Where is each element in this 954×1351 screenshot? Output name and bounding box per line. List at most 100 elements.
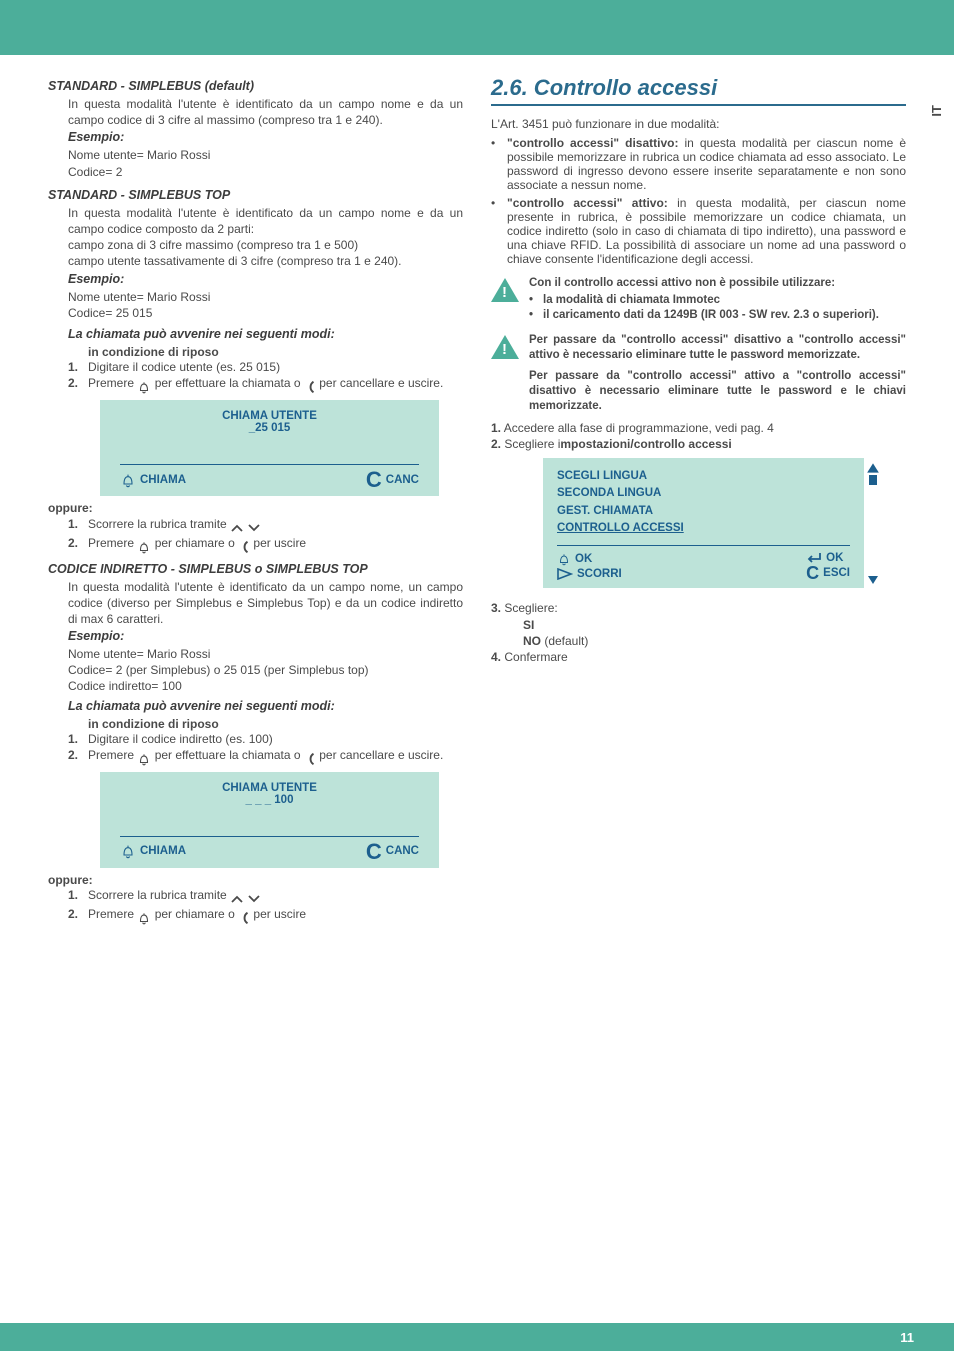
bell-icon xyxy=(137,751,151,766)
steps-1: 1.Digitare il codice utente (es. 25 015)… xyxy=(68,360,463,394)
option-no: NO (default) xyxy=(523,633,906,649)
lcd-menu-screen: SCEGLI LINGUA SECONDA LINGUA GEST. CHIAM… xyxy=(543,458,882,588)
step3-text: Digitare il codice indiretto (es. 100) xyxy=(88,732,273,746)
example-3-line1: Nome utente= Mario Rossi xyxy=(68,646,463,662)
page-number: 11 xyxy=(900,1330,914,1345)
example-3-line3: Codice indiretto= 100 xyxy=(68,678,463,694)
footer-bar: 11 xyxy=(0,1323,954,1351)
bell-icon xyxy=(120,472,136,488)
para-indirect: In questa modalità l'utente è identifica… xyxy=(68,579,463,628)
condition-idle-2: in condizione di riposo xyxy=(88,716,463,732)
lcd-screen-2: CHIAMA UTENTE _ _ _ 100 CHIAMA C CANC xyxy=(100,772,439,869)
warn1-item1: la modalità di chiamata Immotec xyxy=(543,293,720,308)
step2-text: Premere per effettuare la chiamata o per… xyxy=(88,376,443,394)
chevron-up-icon xyxy=(230,891,244,905)
c-icon: C xyxy=(366,471,382,489)
mode-attivo: "controllo accessi" attivo: in questa mo… xyxy=(507,196,906,266)
warning-2-text: Per passare da "controllo accessi" disat… xyxy=(529,333,906,363)
step-call-2: Premere per chiamare o per uscire xyxy=(88,907,306,925)
step1-text: Digitare il codice utente (es. 25 015) xyxy=(88,360,280,374)
para-std-simplebus: In questa modalità l'utente è identifica… xyxy=(68,96,463,128)
scroll-down-icon xyxy=(864,572,882,586)
oppure-1: oppure: xyxy=(48,500,463,516)
lcd1-divider xyxy=(120,464,419,465)
lcd1-title: CHIAMA UTENTE xyxy=(114,410,425,422)
lcd1-chiama-button: CHIAMA xyxy=(120,472,186,488)
example-2-line1: Nome utente= Mario Rossi xyxy=(68,289,463,305)
heading-indirect-code: CODICE INDIRETTO - SIMPLEBUS o SIMPLEBUS… xyxy=(48,562,463,576)
lcd2-canc-button: C CANC xyxy=(366,843,419,861)
steps-3: 1.Digitare il codice indiretto (es. 100)… xyxy=(68,732,463,766)
option-si: SI xyxy=(523,617,906,633)
menu-esci-button: C ESCI xyxy=(806,566,850,580)
mode-disattivo: "controllo accessi" disattivo: in questa… xyxy=(507,136,906,192)
bell-icon xyxy=(120,843,136,859)
steps-2: 1. Scorrere la rubrica tramite 2. Premer… xyxy=(68,517,463,554)
menu-scrollbar xyxy=(864,458,882,588)
lcd2-title: CHIAMA UTENTE xyxy=(114,782,425,794)
oppure-2: oppure: xyxy=(48,872,463,888)
right-column: 2.6. Controllo accessi L'Art. 3451 può f… xyxy=(491,75,906,927)
warning-icon xyxy=(491,335,519,359)
warning-2b-text: Per passare da "controllo accessi" attiv… xyxy=(529,369,906,414)
lcd2-divider xyxy=(120,836,419,837)
warning-icon xyxy=(491,278,519,302)
c-icon xyxy=(304,751,316,766)
para-top-3: campo utente tassativamente di 3 cifre (… xyxy=(68,253,463,269)
step-scroll-1: Scorrere la rubrica tramite xyxy=(88,517,261,534)
bell-icon xyxy=(137,539,151,554)
condition-idle-1: in condizione di riposo xyxy=(88,344,463,360)
warning-1: Con il controllo accessi attivo non è po… xyxy=(491,276,906,323)
section-title: 2.6. Controllo accessi xyxy=(491,75,906,106)
bell-icon xyxy=(137,910,151,925)
lcd2-chiama-button: CHIAMA xyxy=(120,843,186,859)
prog-step-2: 2. Scegliere impostazioni/controllo acce… xyxy=(491,436,906,452)
lcd-screen-1: CHIAMA UTENTE _25 015 CHIAMA C CANC xyxy=(100,400,439,497)
mode-list: "controllo accessi" disattivo: in questa… xyxy=(491,136,906,266)
heading-std-simplebus: STANDARD - SIMPLEBUS (default) xyxy=(48,79,463,93)
chevron-down-icon xyxy=(247,891,261,905)
example-label-1: Esempio: xyxy=(68,130,463,144)
steps-4: 1. Scorrere la rubrica tramite 2. Premer… xyxy=(68,888,463,925)
menu-item-3: GEST. CHIAMATA xyxy=(557,503,850,520)
c-icon: C xyxy=(806,566,819,580)
language-tab: IT xyxy=(929,105,944,117)
menu-item-4-selected: CONTROLLO ACCESSI xyxy=(557,520,850,537)
chevron-up-icon xyxy=(230,520,244,534)
header-bar xyxy=(0,0,954,55)
lcd1-canc-button: C CANC xyxy=(366,471,419,489)
heading-call-modes-1: La chiamata può avvenire nei seguenti mo… xyxy=(68,327,463,341)
step-scroll-2: Scorrere la rubrica tramite xyxy=(88,888,261,905)
warning-2: Per passare da "controllo accessi" disat… xyxy=(491,333,906,363)
lcd1-sub: _25 015 xyxy=(114,422,425,434)
heading-simplebus-top: STANDARD - SIMPLEBUS TOP xyxy=(48,188,463,202)
c-icon xyxy=(238,910,250,925)
example-2-line2: Codice= 25 015 xyxy=(68,305,463,321)
example-1-line1: Nome utente= Mario Rossi xyxy=(68,147,463,163)
step4-text: Premere per effettuare la chiamata o per… xyxy=(88,748,443,766)
bell-icon xyxy=(137,379,151,394)
chevron-down-icon xyxy=(247,520,261,534)
menu-ok-button: OK xyxy=(557,552,592,566)
heading-call-modes-2: La chiamata può avvenire nei seguenti mo… xyxy=(68,699,463,713)
warning-1-text: Con il controllo accessi attivo non è po… xyxy=(529,276,906,323)
bell-icon xyxy=(557,552,571,566)
para-top-1: In questa modalità l'utente è identifica… xyxy=(68,205,463,237)
warn1-item2: il caricamento dati da 1249B (IR 003 - S… xyxy=(543,308,879,323)
example-label-2: Esempio: xyxy=(68,272,463,286)
prog-step-3: 3. Scegliere: xyxy=(491,600,906,616)
left-column: STANDARD - SIMPLEBUS (default) In questa… xyxy=(48,75,463,927)
prog-step-1: 1. Accedere alla fase di programmazione,… xyxy=(491,420,906,436)
prog-step-4: 4. Confermare xyxy=(491,649,906,665)
menu-divider xyxy=(557,545,850,546)
scroll-up-icon xyxy=(864,460,882,485)
menu-scorri-button: SCORRI xyxy=(557,568,622,580)
para-top-2: campo zona di 3 cifre massimo (compreso … xyxy=(68,237,463,253)
page-body: STANDARD - SIMPLEBUS (default) In questa… xyxy=(0,55,954,927)
example-label-3: Esempio: xyxy=(68,629,463,643)
menu-item-2: SECONDA LINGUA xyxy=(557,485,850,502)
example-1-line2: Codice= 2 xyxy=(68,164,463,180)
intro-text: L'Art. 3451 può funzionare in due modali… xyxy=(491,116,906,132)
c-icon: C xyxy=(366,843,382,861)
c-icon xyxy=(304,379,316,394)
